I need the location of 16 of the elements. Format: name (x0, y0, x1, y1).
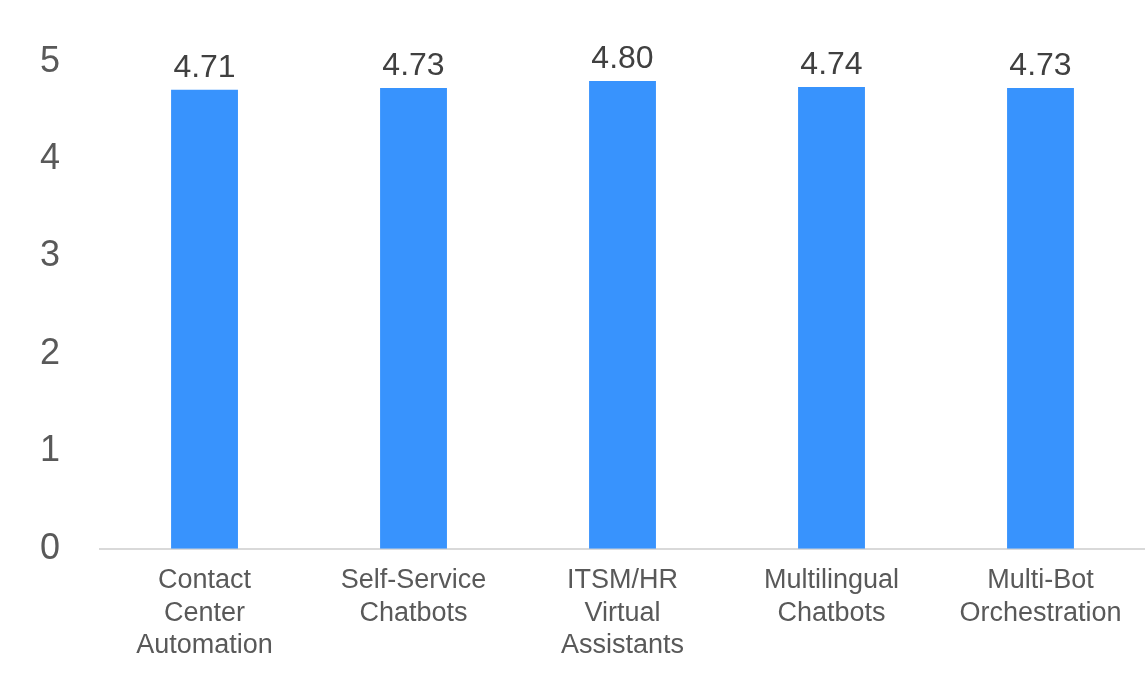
data-label: 4.73 (382, 45, 445, 82)
x-tick-label: ITSM/HR Virtual Assistants (560, 564, 685, 660)
y-tick-label: 0 (39, 525, 61, 567)
x-tick-label: Self-Service Chatbots (340, 564, 487, 627)
y-tick-label: 1 (39, 428, 61, 470)
y-tick-label: 4 (39, 135, 61, 177)
data-label: 4.73 (1009, 45, 1072, 82)
data-label: 4.74 (800, 44, 863, 81)
data-label: 4.71 (173, 47, 236, 84)
data-label: 4.80 (591, 38, 654, 75)
y-tick-label: 5 (39, 38, 61, 80)
y-tick-label: 2 (39, 330, 61, 372)
y-tick-label: 3 (39, 233, 61, 275)
x-tick-label: Contact Center Automation (136, 564, 273, 660)
x-tick-label: Multi-Bot Orchestration (959, 564, 1122, 627)
x-tick-label: Multilingual Chatbots (763, 564, 900, 627)
